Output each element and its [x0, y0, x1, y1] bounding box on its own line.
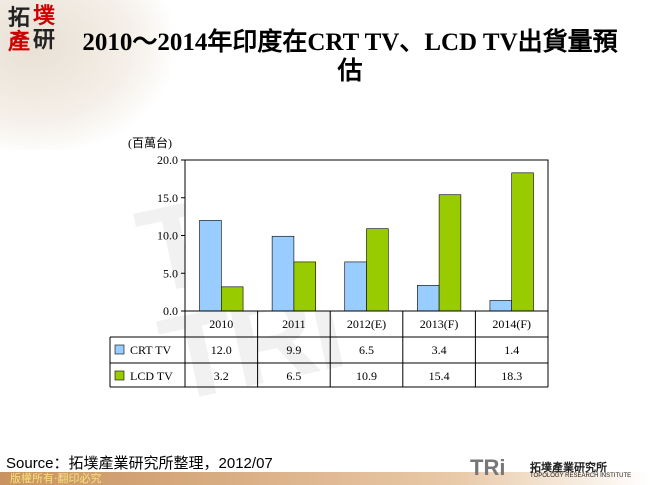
y-tick-label: 20.0 — [157, 153, 178, 167]
bar-lcd-tv — [511, 172, 534, 312]
y-tick-label: 10.0 — [157, 229, 178, 243]
background-decoration — [0, 0, 170, 150]
unit-label: (百萬台) — [128, 135, 172, 150]
logo-char: 研 — [33, 28, 56, 53]
bar-lcd-tv — [293, 261, 316, 312]
data-label: 3.2 — [214, 369, 229, 383]
bar-crt-tv — [344, 261, 367, 312]
source-note: Source：拓墣產業研究所整理，2012/07 — [6, 455, 273, 472]
brand-english: TOPOLOGY RESEARCH INSTITUTE — [530, 473, 632, 479]
page-title: 2010～2014年印度在CRT TV、LCD TV出貨量預估 — [82, 29, 618, 85]
bar-crt-tv — [489, 300, 513, 312]
legend-key — [114, 370, 125, 381]
y-tick-label: 0.0 — [163, 304, 178, 318]
category-label: 2011 — [282, 317, 306, 331]
bar-crt-tv — [417, 285, 440, 312]
data-label: 6.5 — [359, 343, 374, 357]
data-label: 1.4 — [504, 343, 519, 357]
category-label: 2010 — [209, 317, 233, 331]
data-label: 9.9 — [286, 343, 301, 357]
data-label: 18.3 — [501, 369, 522, 383]
legend-label: CRT TV — [130, 343, 172, 357]
logo-char: 拓 — [8, 6, 31, 31]
copyright: 版權所有‧翻印必究 — [10, 472, 102, 485]
logo: 拓 墣 產 研 — [8, 6, 60, 54]
brand-name: 拓墣產業研究所 — [530, 461, 607, 474]
category-label: 2014(F) — [492, 317, 531, 331]
bar-crt-tv — [271, 235, 295, 312]
brand-logo: TRi — [470, 455, 506, 480]
data-label: 6.5 — [286, 369, 301, 383]
legend-key — [114, 344, 125, 355]
data-label: 3.4 — [432, 343, 447, 357]
footer-bar: 版權所有‧翻印必究 — [0, 472, 650, 485]
y-tick-label: 15.0 — [157, 191, 178, 205]
logo-char: 墣 — [33, 4, 56, 29]
data-label: 12.0 — [211, 343, 232, 357]
bar-crt-tv — [199, 220, 222, 312]
bar-lcd-tv — [221, 286, 244, 312]
legend-label: LCD TV — [130, 369, 173, 383]
category-label: 2012(E) — [347, 317, 386, 331]
category-label: 2013(F) — [420, 317, 459, 331]
logo-char: 產 — [8, 30, 31, 55]
y-tick-label: 5.0 — [163, 266, 178, 280]
bar-lcd-tv — [366, 228, 389, 312]
bar-lcd-tv — [438, 194, 462, 312]
data-label: 10.9 — [356, 369, 377, 383]
data-label: 15.4 — [429, 369, 450, 383]
